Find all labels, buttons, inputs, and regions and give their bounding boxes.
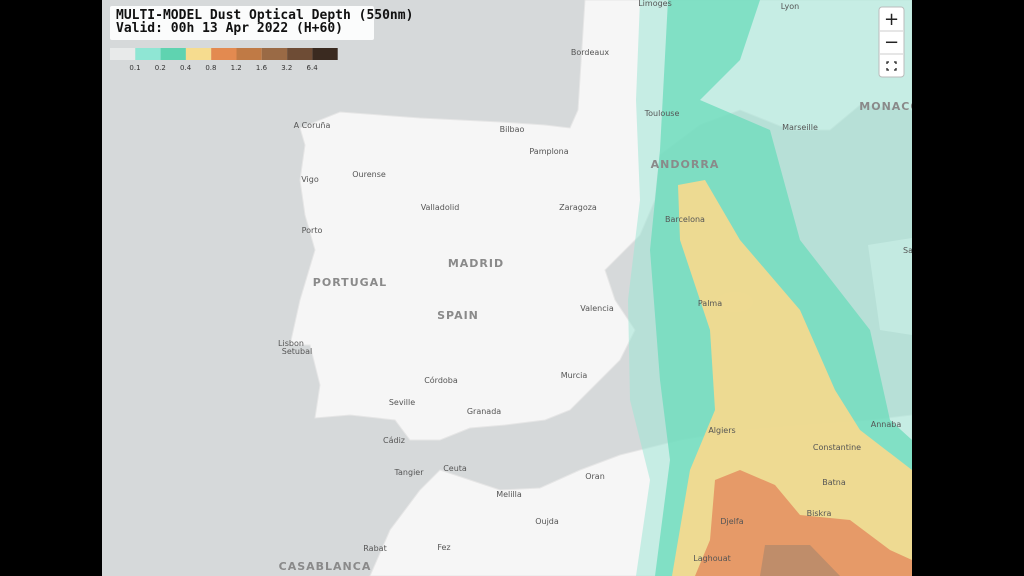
city-label: Bilbao xyxy=(500,125,525,134)
city-label: Djelfa xyxy=(720,517,743,526)
legend-label: 0.4 xyxy=(180,64,192,72)
city-label: Limoges xyxy=(638,0,672,8)
fullscreen[interactable] xyxy=(886,61,897,71)
city-label: Sa xyxy=(903,246,913,255)
city-label: Valencia xyxy=(580,304,614,313)
city-label: Cádiz xyxy=(383,436,405,445)
city-label: A Coruña xyxy=(294,121,331,130)
zoom-out[interactable]: − xyxy=(884,32,899,53)
title-box xyxy=(110,6,374,40)
city-label: Barcelona xyxy=(665,215,705,224)
city-label: Fez xyxy=(437,543,450,552)
city-label: Seville xyxy=(389,398,415,407)
legend-swatch xyxy=(185,48,212,60)
city-label: Zaragoza xyxy=(559,203,597,212)
legend-label: 0.8 xyxy=(205,64,216,72)
legend-label: 6.4 xyxy=(307,64,319,72)
city-label: Biskra xyxy=(807,509,832,518)
legend-swatch xyxy=(110,48,136,60)
legend-swatch xyxy=(312,48,338,60)
dust-plume xyxy=(760,545,840,576)
city-label: Lisbon xyxy=(278,339,304,348)
city-label: Laghouat xyxy=(693,554,731,563)
legend-swatch xyxy=(211,48,237,60)
city-label: Pamplona xyxy=(529,147,568,156)
legend-swatch xyxy=(261,48,288,60)
city-label: Murcia xyxy=(561,371,588,380)
city-label: Constantine xyxy=(813,443,861,452)
city-label: Bordeaux xyxy=(571,48,610,57)
zoom-control xyxy=(878,6,905,78)
dust-plume xyxy=(695,470,912,576)
city-label: Rabat xyxy=(363,544,386,553)
city-label: Marseille xyxy=(782,123,818,132)
city-label: Ceuta xyxy=(443,464,467,473)
region-label: CASABLANCA xyxy=(279,560,372,573)
city-label: Toulouse xyxy=(644,109,680,118)
legend-label: 3.2 xyxy=(281,64,292,72)
city-label: Porto xyxy=(302,226,323,235)
legend-swatch xyxy=(236,48,262,60)
city-label: Oujda xyxy=(535,517,559,526)
region-label: MONACO xyxy=(859,100,920,113)
region-label: SPAIN xyxy=(437,309,479,322)
legend-swatch xyxy=(160,48,186,60)
legend-label: 1.2 xyxy=(231,64,242,72)
legend-label: 0.1 xyxy=(129,64,140,72)
city-label: Melilla xyxy=(496,490,522,499)
city-label: Palma xyxy=(698,299,722,308)
city-label: Granada xyxy=(467,407,501,416)
region-label: PORTUGAL xyxy=(313,276,387,289)
subtitle: Valid: 00h 13 Apr 2022 (H+60) xyxy=(116,21,343,36)
legend-label: 0.2 xyxy=(155,64,166,72)
city-label: Setubal xyxy=(282,347,312,356)
city-label: Batna xyxy=(822,478,846,487)
city-label: Oran xyxy=(585,472,605,481)
city-label: Tangier xyxy=(393,468,424,477)
city-label: Vigo xyxy=(301,175,319,184)
region-label: ANDORRA xyxy=(651,158,720,171)
legend-swatch xyxy=(135,48,161,60)
legend-swatch xyxy=(287,48,313,60)
city-label: Ourense xyxy=(352,170,386,179)
zoom-in[interactable]: + xyxy=(884,9,899,30)
city-label: Córdoba xyxy=(424,375,458,385)
city-label: Algiers xyxy=(708,426,735,435)
city-label: Valladolid xyxy=(421,203,460,212)
city-label: Annaba xyxy=(871,420,902,429)
title: MULTI-MODEL Dust Optical Depth (550nm) xyxy=(116,8,413,23)
legend-label: 1.6 xyxy=(256,64,268,72)
city-label: Lyon xyxy=(781,2,799,11)
region-label: MADRID xyxy=(448,257,504,270)
